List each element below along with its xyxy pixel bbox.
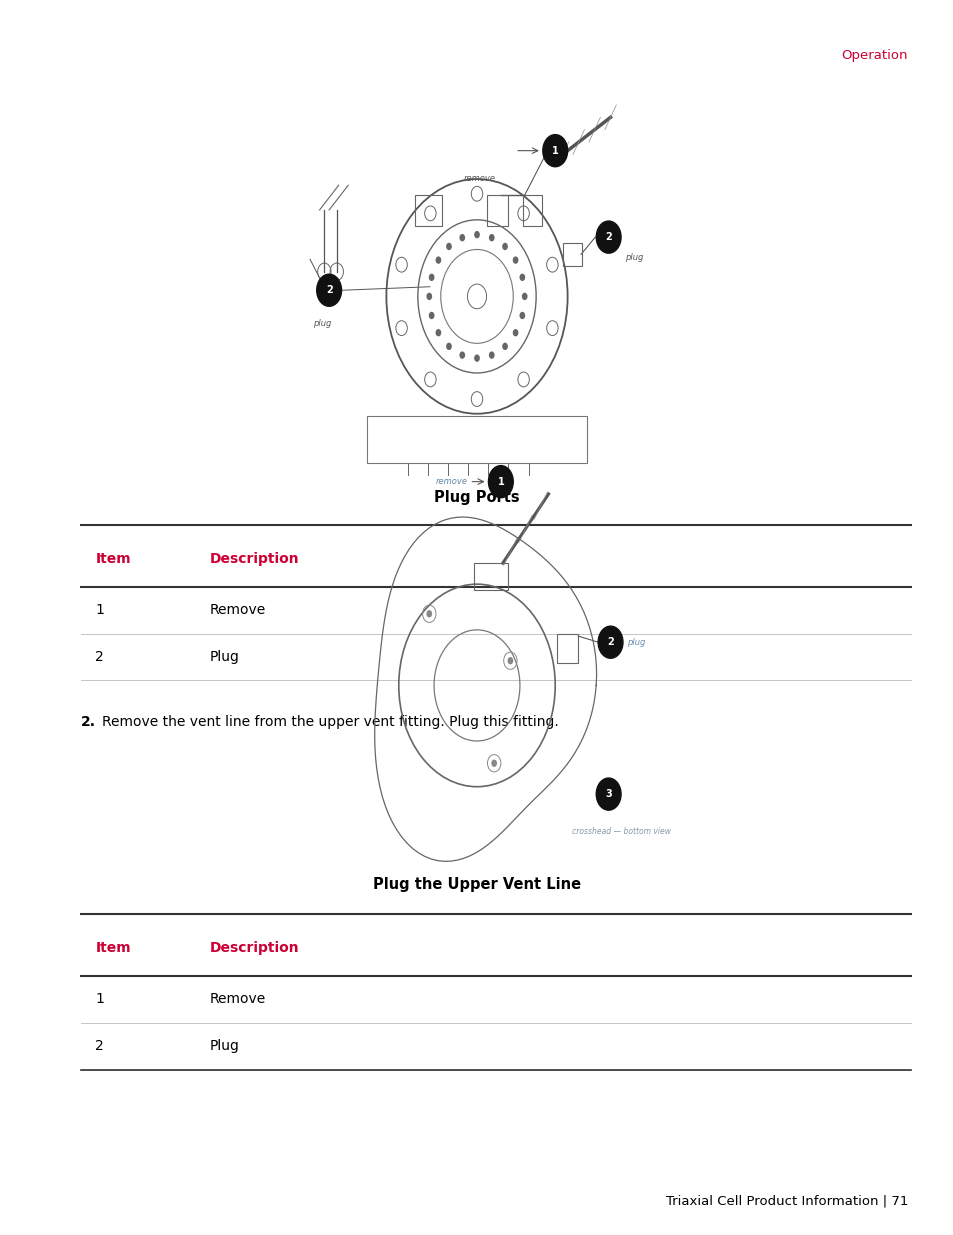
- Circle shape: [446, 342, 452, 350]
- Text: Remove: Remove: [210, 603, 266, 618]
- Text: plug: plug: [313, 319, 331, 327]
- Text: Plug the Upper Vent Line: Plug the Upper Vent Line: [373, 877, 580, 892]
- Text: 3: 3: [604, 789, 612, 799]
- Bar: [474, 563, 508, 590]
- Bar: [486, 195, 507, 226]
- Text: Description: Description: [210, 552, 299, 567]
- Text: 1: 1: [95, 992, 104, 1007]
- Text: 1: 1: [551, 146, 558, 156]
- Text: Remove: Remove: [210, 992, 266, 1007]
- Circle shape: [428, 311, 434, 319]
- Circle shape: [542, 135, 567, 167]
- Text: plug: plug: [626, 637, 644, 647]
- Circle shape: [519, 274, 525, 282]
- Circle shape: [459, 233, 465, 241]
- Text: Plug: Plug: [210, 1039, 239, 1053]
- Text: 1: 1: [95, 603, 104, 618]
- Text: 2: 2: [95, 650, 104, 664]
- Circle shape: [426, 293, 432, 300]
- Circle shape: [474, 231, 479, 238]
- Circle shape: [598, 626, 622, 658]
- Circle shape: [512, 329, 517, 336]
- Bar: [562, 243, 581, 266]
- Circle shape: [426, 610, 432, 618]
- Text: 2: 2: [606, 637, 614, 647]
- Circle shape: [507, 657, 513, 664]
- Circle shape: [316, 274, 341, 306]
- Circle shape: [521, 293, 527, 300]
- Circle shape: [446, 243, 452, 251]
- Bar: [415, 195, 441, 226]
- Bar: [522, 195, 541, 226]
- Circle shape: [474, 354, 479, 362]
- Text: 2: 2: [604, 232, 612, 242]
- Circle shape: [596, 778, 620, 810]
- Text: Item: Item: [95, 552, 131, 567]
- Circle shape: [488, 352, 494, 359]
- Circle shape: [501, 342, 507, 350]
- Text: 1: 1: [497, 477, 504, 487]
- Text: 2: 2: [325, 285, 333, 295]
- Circle shape: [436, 329, 441, 336]
- Bar: [367, 416, 586, 463]
- Text: Plug: Plug: [210, 650, 239, 664]
- Circle shape: [501, 243, 507, 251]
- Circle shape: [428, 274, 434, 282]
- Text: plug: plug: [624, 253, 642, 262]
- Circle shape: [519, 311, 525, 319]
- Text: Description: Description: [210, 941, 299, 956]
- Circle shape: [488, 466, 513, 498]
- Text: Operation: Operation: [841, 49, 907, 63]
- Circle shape: [436, 257, 441, 264]
- Text: 2: 2: [95, 1039, 104, 1053]
- Text: crosshead — bottom view: crosshead — bottom view: [572, 827, 671, 836]
- Circle shape: [596, 221, 620, 253]
- Text: remove: remove: [435, 477, 467, 487]
- Bar: [557, 634, 578, 663]
- Text: Remove the vent line from the upper vent fitting. Plug this fitting.: Remove the vent line from the upper vent…: [102, 715, 558, 729]
- Circle shape: [459, 352, 465, 359]
- Text: Triaxial Cell Product Information | 71: Triaxial Cell Product Information | 71: [665, 1194, 907, 1208]
- Text: remove: remove: [463, 174, 496, 183]
- Text: Item: Item: [95, 941, 131, 956]
- Circle shape: [488, 233, 494, 241]
- Circle shape: [491, 760, 497, 767]
- Text: 2.: 2.: [81, 715, 96, 729]
- Text: Plug Ports: Plug Ports: [434, 490, 519, 505]
- Circle shape: [512, 257, 517, 264]
